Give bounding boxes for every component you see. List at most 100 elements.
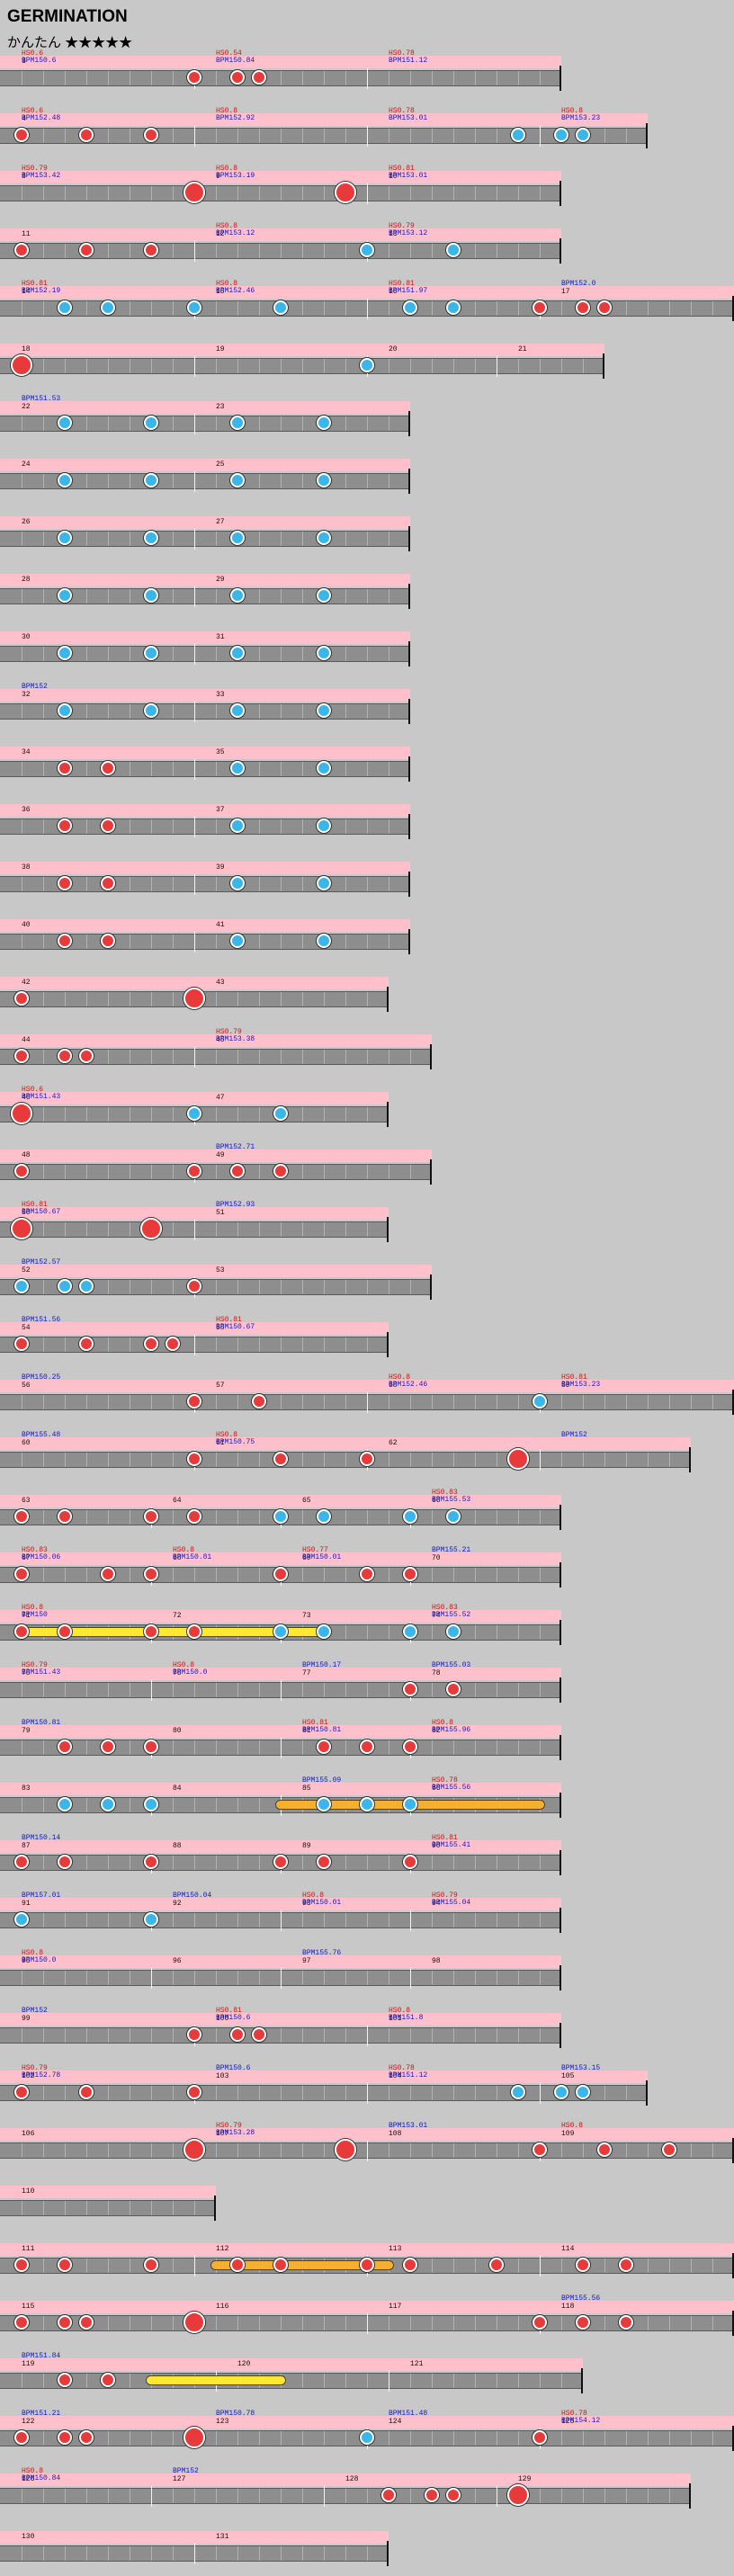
beat-line xyxy=(281,1280,282,1294)
measure-number: 113 xyxy=(389,2245,402,2253)
beat-line xyxy=(216,2546,217,2561)
beat-line xyxy=(43,647,44,661)
ka-note xyxy=(273,1624,288,1639)
beat-line xyxy=(86,1395,87,1409)
don-note xyxy=(14,1049,29,1063)
beat-line xyxy=(324,71,325,85)
measure-number: 77 xyxy=(302,1669,311,1677)
beat-line xyxy=(324,244,325,258)
bpm-label: BPM151.53 xyxy=(22,395,61,403)
measure-number: 13 xyxy=(389,230,398,238)
beat-line xyxy=(237,1222,238,1237)
beat-line xyxy=(540,1683,541,1697)
beat-line xyxy=(669,2431,670,2446)
beat-line xyxy=(540,1740,541,1755)
bpm-label: BPM155.21 xyxy=(432,1546,471,1554)
beat-line xyxy=(345,2431,346,2446)
beat-line xyxy=(259,589,260,604)
beat-line xyxy=(151,1107,152,1122)
beat-line xyxy=(604,2316,605,2330)
ka-note xyxy=(230,876,245,890)
don-note xyxy=(252,70,266,85)
measure-number: 108 xyxy=(389,2130,402,2138)
beat-line xyxy=(108,704,109,719)
beat-line xyxy=(216,589,217,604)
beat-line xyxy=(281,762,282,776)
beat-line xyxy=(453,186,454,201)
beat-line xyxy=(43,2374,44,2388)
beat-line xyxy=(151,2086,152,2100)
beat-line xyxy=(216,301,217,316)
bpm-label: BPM152.0 xyxy=(561,280,596,288)
don-note xyxy=(576,300,590,315)
beat-line xyxy=(453,1856,454,1870)
beat-line xyxy=(151,2546,152,2561)
end-line xyxy=(559,2023,561,2048)
beat-line xyxy=(86,1683,87,1697)
measure-number: 56 xyxy=(22,1382,31,1390)
note-track xyxy=(0,1447,691,1472)
beat-line xyxy=(281,244,282,258)
beat-line xyxy=(324,2546,325,2561)
measure-number: 104 xyxy=(389,2072,402,2080)
don-note xyxy=(144,128,158,142)
don-note xyxy=(184,2139,205,2160)
beat-line xyxy=(324,1337,325,1352)
beat-line xyxy=(345,1740,346,1755)
bpm-label: BPM152.92 xyxy=(216,114,255,122)
beat-line xyxy=(540,1625,541,1640)
don-note xyxy=(335,182,356,203)
beat-line xyxy=(475,1683,476,1697)
beat-line xyxy=(216,1165,217,1179)
beat-line xyxy=(173,1971,174,1985)
don-note xyxy=(273,1164,288,1178)
beat-line xyxy=(108,1337,109,1352)
don-note xyxy=(576,2258,590,2272)
beat-line xyxy=(345,1453,346,1467)
beat-line xyxy=(173,186,174,201)
beat-line xyxy=(216,1337,217,1352)
scroll-speed-label: HS0.78 xyxy=(389,49,415,58)
bar-line xyxy=(367,67,368,89)
end-line xyxy=(408,699,410,724)
end-line xyxy=(430,1275,432,1300)
bar-line xyxy=(194,240,195,262)
measure-number: 36 xyxy=(22,806,31,814)
scroll-speed-label: HS0.8 xyxy=(22,2467,44,2475)
beat-line xyxy=(86,1913,87,1928)
beat-line xyxy=(173,589,174,604)
bpm-label: BPM150.81 xyxy=(173,1553,212,1561)
measure-number: 124 xyxy=(389,2418,402,2426)
beat-line xyxy=(43,1165,44,1179)
bpm-label: BPM157.01 xyxy=(22,1892,61,1900)
end-line xyxy=(408,814,410,839)
beat-line xyxy=(108,1395,109,1409)
end-line xyxy=(732,296,734,321)
beat-line xyxy=(302,1107,303,1122)
measure-header-band xyxy=(0,459,410,471)
don-note xyxy=(597,2142,612,2157)
beat-line xyxy=(302,532,303,546)
song-title: GERMINATION xyxy=(7,7,128,26)
beat-line xyxy=(216,1222,217,1237)
measure-number: 65 xyxy=(302,1497,311,1505)
ka-note xyxy=(317,1509,331,1524)
don-note xyxy=(79,128,94,142)
beat-line xyxy=(43,2489,44,2503)
beat-line xyxy=(65,1683,66,1697)
end-line xyxy=(732,2426,734,2451)
ka-note xyxy=(79,1279,94,1293)
beat-line xyxy=(259,1165,260,1179)
don-note xyxy=(273,2258,288,2272)
beat-line xyxy=(540,244,541,258)
beat-line xyxy=(432,244,433,258)
measure-header-band xyxy=(0,1380,734,1392)
beat-line xyxy=(345,1165,346,1179)
beat-line xyxy=(259,1050,260,1064)
ka-note xyxy=(446,300,461,315)
beat-line xyxy=(259,877,260,891)
don-note xyxy=(360,1740,374,1754)
beat-line xyxy=(173,2086,174,2100)
beat-line xyxy=(86,2546,87,2561)
beat-line xyxy=(216,704,217,719)
